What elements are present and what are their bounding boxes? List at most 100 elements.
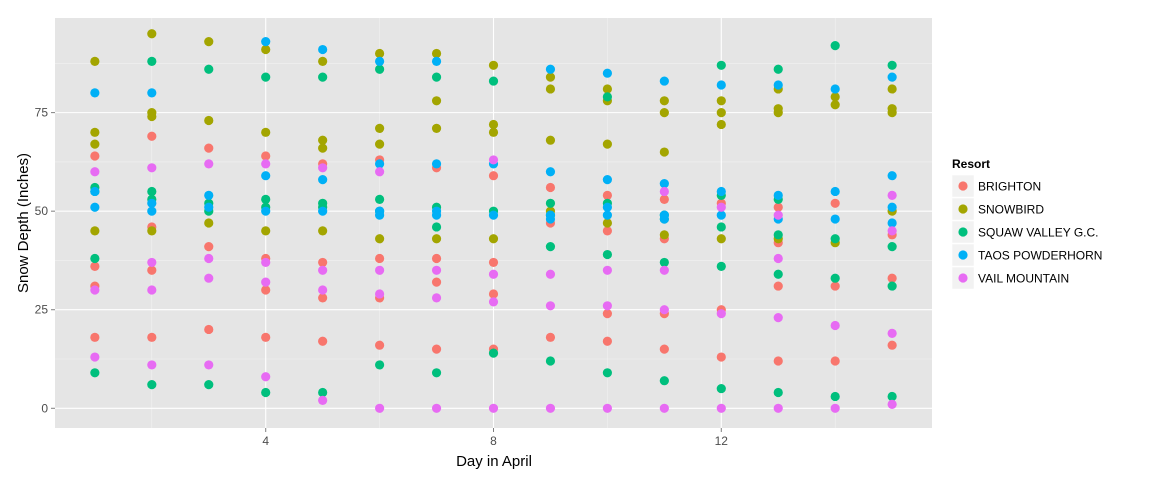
point-taos-powderhorn [375, 210, 385, 220]
point-taos-powderhorn [318, 206, 328, 216]
point-taos-powderhorn [90, 186, 100, 197]
point-snowbird [659, 230, 669, 240]
point-vail-mountain [375, 289, 385, 299]
point-taos-powderhorn [887, 218, 897, 228]
point-brighton [147, 265, 157, 275]
point-squaw-valley-g-c [602, 249, 612, 260]
point-vail-mountain [716, 309, 726, 319]
point-squaw-valley-g-c [716, 60, 726, 70]
point-vail-mountain [887, 328, 897, 338]
point-vail-mountain [431, 265, 442, 275]
point-taos-powderhorn [261, 37, 271, 47]
point-snowbird [147, 226, 157, 236]
point-vail-mountain [318, 163, 328, 173]
point-snowbird [545, 135, 556, 145]
point-squaw-valley-g-c [318, 72, 328, 82]
point-brighton [773, 281, 783, 291]
point-brighton [147, 332, 157, 342]
point-vail-mountain [887, 399, 897, 409]
point-brighton [545, 332, 556, 342]
point-vail-mountain [147, 257, 157, 268]
point-vail-mountain [773, 403, 783, 413]
point-taos-powderhorn [147, 88, 157, 98]
point-squaw-valley-g-c [602, 92, 612, 102]
point-vail-mountain [431, 403, 442, 413]
point-vail-mountain [887, 190, 897, 201]
y-tick-label: 75 [35, 106, 49, 120]
point-vail-mountain [830, 320, 840, 331]
point-vail-mountain [773, 253, 783, 264]
point-snowbird [147, 111, 157, 122]
point-squaw-valley-g-c [147, 380, 157, 390]
point-taos-powderhorn [204, 190, 214, 201]
point-brighton [545, 182, 556, 193]
point-taos-powderhorn [204, 202, 214, 212]
point-snowbird [431, 96, 442, 106]
point-squaw-valley-g-c [545, 198, 556, 208]
point-vail-mountain [261, 372, 271, 382]
point-vail-mountain [773, 210, 783, 220]
point-squaw-valley-g-c [830, 40, 840, 51]
x-tick-label: 4 [262, 434, 269, 448]
point-vail-mountain [659, 265, 669, 275]
point-brighton [830, 356, 840, 366]
point-squaw-valley-g-c [431, 368, 442, 378]
point-taos-powderhorn [602, 210, 612, 220]
point-vail-mountain [90, 352, 100, 362]
legend-label: SNOWBIRD [978, 203, 1044, 217]
point-squaw-valley-g-c [773, 230, 783, 240]
point-vail-mountain [545, 269, 556, 279]
point-snowbird [261, 226, 271, 236]
point-brighton [261, 332, 271, 342]
point-snowbird [887, 84, 897, 94]
point-snowbird [773, 108, 783, 118]
point-squaw-valley-g-c [488, 76, 499, 86]
point-brighton [318, 336, 328, 346]
point-snowbird [716, 119, 726, 130]
point-snowbird [887, 108, 897, 118]
point-vail-mountain [204, 273, 214, 283]
point-vail-mountain [147, 285, 157, 295]
point-squaw-valley-g-c [261, 387, 271, 398]
point-squaw-valley-g-c [375, 360, 385, 370]
point-snowbird [488, 60, 499, 70]
point-vail-mountain [147, 163, 157, 173]
point-snowbird [375, 234, 385, 244]
point-vail-mountain [545, 301, 556, 311]
point-taos-powderhorn [488, 210, 499, 220]
point-snowbird [90, 139, 100, 149]
point-taos-powderhorn [545, 64, 556, 74]
point-taos-powderhorn [375, 56, 385, 66]
point-snowbird [716, 234, 726, 244]
point-squaw-valley-g-c [147, 186, 157, 197]
point-snowbird [659, 147, 669, 157]
point-brighton [375, 253, 385, 264]
point-brighton [431, 277, 442, 287]
point-squaw-valley-g-c [887, 242, 897, 252]
point-brighton [602, 226, 612, 236]
y-tick-label: 25 [35, 303, 49, 317]
point-brighton [887, 340, 897, 350]
point-brighton [318, 293, 328, 303]
point-snowbird [602, 84, 612, 94]
point-taos-powderhorn [261, 171, 271, 181]
point-snowbird [147, 29, 157, 39]
point-squaw-valley-g-c [90, 368, 100, 378]
point-vail-mountain [90, 167, 100, 177]
point-taos-powderhorn [887, 202, 897, 212]
x-tick-label: 8 [490, 434, 497, 448]
point-vail-mountain [659, 305, 669, 315]
point-snowbird [659, 96, 669, 106]
point-snowbird [545, 84, 556, 94]
point-snowbird [431, 123, 442, 133]
point-brighton [659, 344, 669, 354]
point-taos-powderhorn [659, 214, 669, 224]
point-taos-powderhorn [318, 44, 328, 55]
point-brighton [488, 171, 499, 181]
point-taos-powderhorn [147, 198, 157, 208]
point-squaw-valley-g-c [147, 56, 157, 66]
point-snowbird [716, 108, 726, 118]
point-brighton [716, 352, 726, 362]
point-taos-powderhorn [716, 186, 726, 197]
point-snowbird [204, 115, 214, 126]
